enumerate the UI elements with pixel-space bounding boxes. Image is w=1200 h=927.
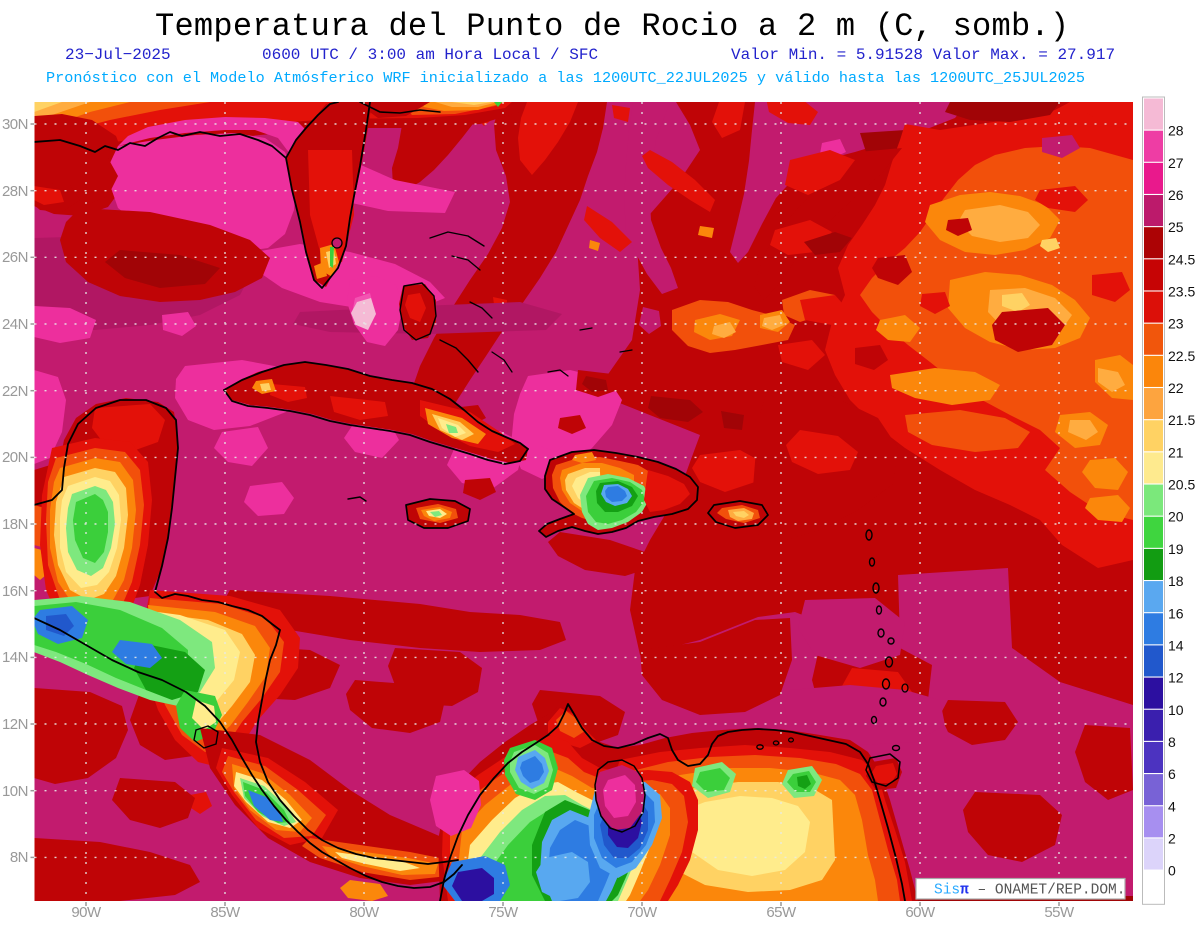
svg-text:19: 19	[1168, 541, 1184, 557]
svg-text:Valor Min. = 5.91528 Valor Ma: Valor Min. = 5.91528 Valor Max. = 27.917	[731, 46, 1115, 64]
svg-text:25: 25	[1168, 219, 1184, 235]
svg-text:28N: 28N	[2, 183, 28, 200]
svg-text:22.5: 22.5	[1168, 348, 1195, 364]
svg-text:20.5: 20.5	[1168, 477, 1195, 493]
svg-text:24.5: 24.5	[1168, 251, 1195, 267]
svg-text:Pronóstico con el Modelo Atmós: Pronóstico con el Modelo Atmósferico WRF…	[46, 69, 1085, 87]
svg-text:75W: 75W	[488, 904, 519, 921]
svg-text:8: 8	[1168, 734, 1176, 750]
svg-text:28: 28	[1168, 123, 1184, 139]
svg-text:12N: 12N	[2, 716, 28, 733]
svg-text:16N: 16N	[2, 583, 28, 600]
svg-text:18: 18	[1168, 573, 1184, 589]
svg-text:8N: 8N	[10, 849, 28, 866]
svg-text:65W: 65W	[766, 904, 797, 921]
svg-text:85W: 85W	[210, 904, 241, 921]
svg-text:27: 27	[1168, 155, 1184, 171]
svg-text:20N: 20N	[2, 449, 28, 466]
svg-text:10: 10	[1168, 702, 1184, 718]
svg-text:23: 23	[1168, 316, 1184, 332]
svg-text:55W: 55W	[1044, 904, 1075, 921]
svg-text:80W: 80W	[349, 904, 380, 921]
svg-text:21: 21	[1168, 444, 1184, 460]
svg-text:0: 0	[1168, 863, 1176, 879]
svg-text:23−Jul−2025: 23−Jul−2025	[65, 46, 171, 64]
svg-text:10N: 10N	[2, 783, 28, 800]
svg-text:26: 26	[1168, 187, 1184, 203]
svg-text:6: 6	[1168, 766, 1176, 782]
svg-text:24N: 24N	[2, 316, 28, 333]
svg-text:14: 14	[1168, 637, 1184, 653]
svg-text:Temperatura del Punto de Rocio: Temperatura del Punto de Rocio a 2 m (C,…	[155, 8, 1069, 45]
svg-text:12: 12	[1168, 670, 1184, 686]
svg-text:21.5: 21.5	[1168, 412, 1195, 428]
svg-text:18N: 18N	[2, 516, 28, 533]
svg-text:0600 UTC / 3:00 am Hora Local: 0600 UTC / 3:00 am Hora Local / SFC	[262, 46, 598, 64]
svg-text:4: 4	[1168, 798, 1176, 814]
svg-text:90W: 90W	[71, 904, 102, 921]
svg-text:22N: 22N	[2, 383, 28, 400]
svg-text:16: 16	[1168, 605, 1184, 621]
svg-text:Sisπ – ONAMET/REP.DOM.: Sisπ – ONAMET/REP.DOM.	[934, 883, 1125, 899]
svg-text:30N: 30N	[2, 116, 28, 133]
svg-text:14N: 14N	[2, 649, 28, 666]
svg-text:22: 22	[1168, 380, 1184, 396]
svg-text:60W: 60W	[905, 904, 936, 921]
svg-text:20: 20	[1168, 509, 1184, 525]
svg-text:26N: 26N	[2, 249, 28, 266]
svg-text:2: 2	[1168, 831, 1176, 847]
svg-text:70W: 70W	[627, 904, 658, 921]
svg-text:23.5: 23.5	[1168, 284, 1195, 300]
